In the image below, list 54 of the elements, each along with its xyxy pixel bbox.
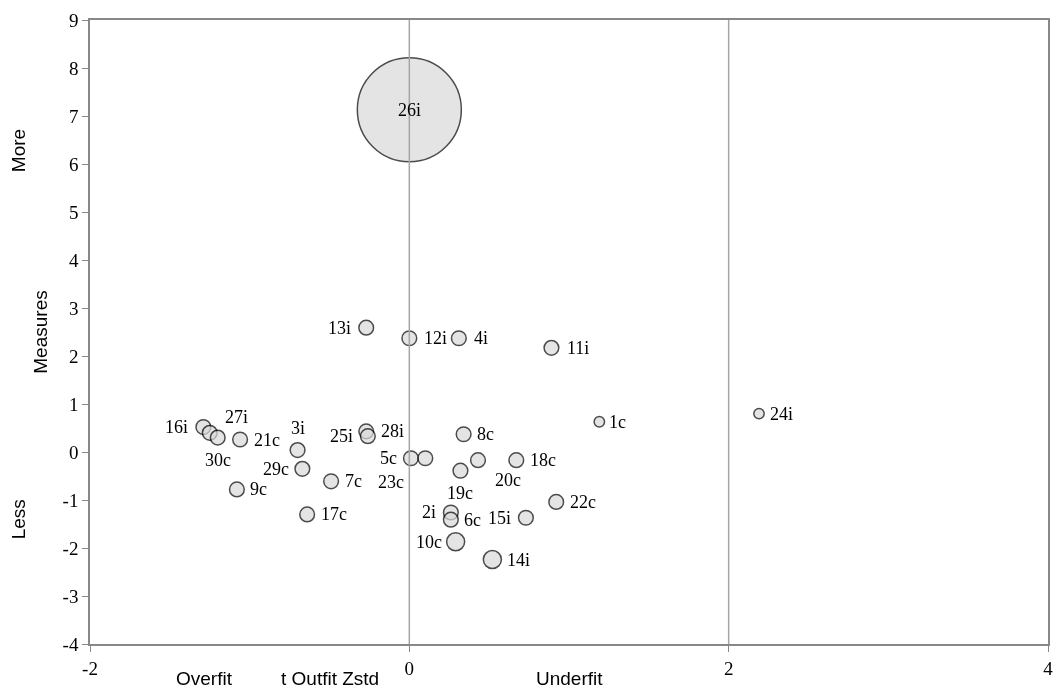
y-tick-label: 8 — [68, 57, 79, 79]
annotation: 6c — [464, 510, 481, 530]
annotation: 16i — [165, 417, 189, 437]
annotation: 30c — [205, 450, 231, 470]
annotation: 20c — [495, 470, 521, 490]
annotation: 25i — [330, 426, 354, 446]
annotation: 9c — [250, 479, 267, 499]
annotation: 28i — [381, 421, 405, 441]
annotation: 23c — [378, 472, 404, 492]
annotation: 19c — [447, 483, 473, 503]
annotation: 12i — [424, 328, 448, 348]
annotation: 22c — [570, 492, 596, 512]
annotation: 29c — [263, 459, 289, 479]
text: More — [8, 128, 30, 173]
annotation: 24i — [770, 404, 794, 424]
y-tick-label: 0 — [68, 441, 79, 463]
y-tick-label: 1 — [68, 393, 79, 415]
annotation: 1c — [609, 412, 626, 432]
annotation: 8c — [477, 424, 494, 444]
y-tick-label: 7 — [68, 105, 79, 127]
annotation: 17c — [321, 504, 347, 524]
y-tick-label: -3 — [62, 585, 79, 607]
text: Less — [7, 499, 29, 540]
annotation: 10c — [416, 532, 442, 552]
text: Underfit — [536, 668, 604, 689]
annotation: 13i — [328, 318, 352, 338]
annotation: 18c — [530, 450, 556, 470]
annotation: 27i — [225, 407, 249, 427]
y-tick-label: 6 — [68, 153, 79, 175]
y-tick-label: 2 — [68, 345, 79, 367]
annotation: 21c — [254, 430, 280, 450]
y-axis-title: Measures — [29, 290, 51, 374]
annotation: 7c — [345, 471, 362, 491]
x-tick-label: -2 — [82, 657, 98, 679]
x-tick-label: 0 — [404, 657, 415, 679]
text: Overfit — [176, 668, 233, 689]
y-tick-label: 4 — [68, 249, 79, 271]
y-tick-label: -2 — [62, 537, 79, 559]
annotation: 15i — [488, 508, 512, 528]
annotation: 2i — [422, 502, 437, 522]
x-tick-label: 2 — [723, 657, 734, 679]
annotation: 3i — [291, 418, 306, 438]
annotation: 26i — [398, 100, 422, 120]
y-tick-label: 5 — [68, 201, 79, 223]
y-tick-label: -4 — [62, 633, 79, 655]
annotation: 11i — [567, 338, 590, 358]
x-axis-title: t Outfit Zstd — [281, 668, 380, 689]
y-tick-label: -1 — [62, 489, 79, 511]
y-tick-label: 9 — [68, 9, 79, 31]
y-tick-label: 3 — [68, 297, 79, 319]
x-tick-label: 4 — [1043, 657, 1054, 679]
annotation: 5c — [380, 448, 397, 468]
annotation: 14i — [507, 550, 531, 570]
annotation: 4i — [474, 328, 489, 348]
